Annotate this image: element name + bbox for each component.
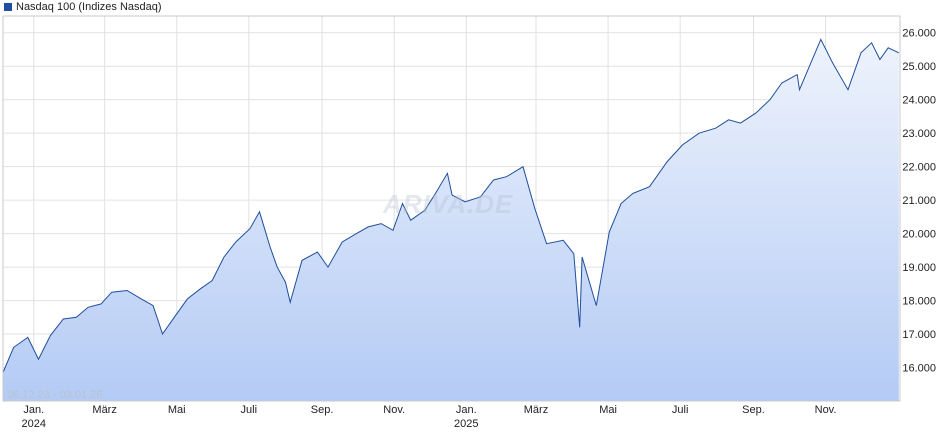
y-tick-label: 17.000 (902, 329, 936, 341)
chart-legend: Nasdaq 100 (Indizes Nasdaq) (4, 0, 162, 14)
series-line (2, 38, 900, 373)
y-tick-label: 22.000 (902, 162, 936, 174)
legend-swatch (4, 3, 12, 11)
plot-frame (2, 15, 901, 402)
y-axis: 16.000 17.000 18.000 19.000 20.000 21.000 22.0… (902, 28, 936, 375)
x-tick-label: Jan. (23, 404, 44, 416)
y-tick-label: 18.000 (902, 296, 936, 308)
y-tick-label: 16.000 (902, 363, 936, 375)
x-tick-label: Mai (168, 404, 186, 416)
x-tick-label: Nov. (815, 404, 837, 416)
y-tick-label: 20.000 (902, 229, 936, 241)
x-tick-label: Juli (672, 404, 689, 416)
x-tick-year-label: 2025 (454, 418, 478, 430)
x-tick-label: März (524, 404, 548, 416)
x-tick-year-label: 2024 (21, 418, 45, 430)
x-tick-label: Jan. (456, 404, 477, 416)
x-axis: Jan. 2024 März Mai Juli Sep. Nov. Jan. 2025 März M… (21, 404, 836, 430)
y-tick-label: 23.000 (902, 128, 936, 140)
x-tick-label: März (92, 404, 116, 416)
series-area (3, 39, 899, 402)
y-tick-label: 19.000 (902, 262, 936, 274)
watermark-logo: ARIVA.DE (383, 189, 514, 219)
y-tick-label: 24.000 (902, 95, 936, 107)
y-tick-label: 21.000 (902, 195, 936, 207)
legend-label: Nasdaq 100 (Indizes Nasdaq) (16, 1, 162, 13)
x-tick-label: Mai (599, 404, 617, 416)
x-tick-label: Nov. (383, 404, 405, 416)
x-tick-label: Sep. (742, 404, 765, 416)
date-range-label: 06.12.23 - 03.01.26 (7, 389, 103, 401)
y-tick-label: 25.000 (902, 61, 936, 73)
x-tick-label: Sep. (311, 404, 334, 416)
y-tick-label: 26.000 (902, 28, 936, 40)
x-tick-label: Juli (241, 404, 258, 416)
